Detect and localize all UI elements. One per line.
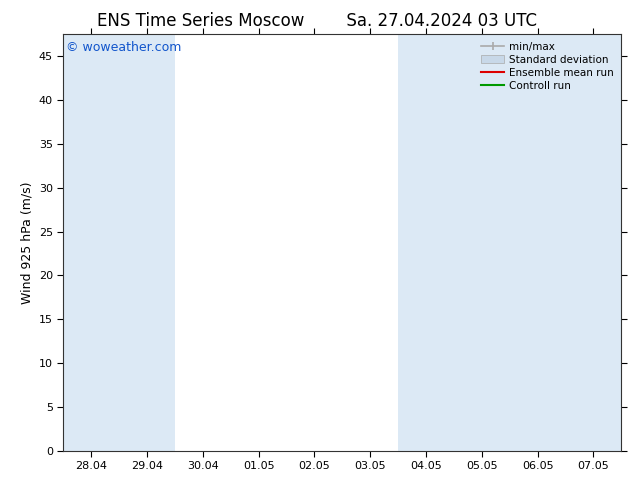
Legend: min/max, Standard deviation, Ensemble mean run, Controll run: min/max, Standard deviation, Ensemble me… xyxy=(477,37,618,95)
Bar xyxy=(63,34,119,451)
Y-axis label: Wind 925 hPa (m/s): Wind 925 hPa (m/s) xyxy=(20,181,34,304)
Bar xyxy=(119,34,175,451)
Bar xyxy=(510,34,566,451)
Bar xyxy=(454,34,510,451)
Bar xyxy=(398,34,454,451)
Bar xyxy=(566,34,621,451)
Text: © woweather.com: © woweather.com xyxy=(66,41,181,53)
Text: ENS Time Series Moscow        Sa. 27.04.2024 03 UTC: ENS Time Series Moscow Sa. 27.04.2024 03… xyxy=(97,12,537,30)
